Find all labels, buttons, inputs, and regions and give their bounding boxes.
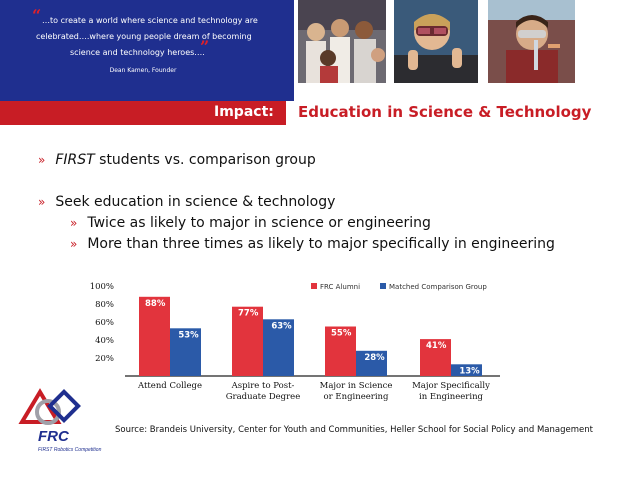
bar-frc-alumni <box>420 339 451 376</box>
subbullet-three-times: » More than three times as likely to majo… <box>70 236 555 252</box>
frc-logo-icon <box>18 388 81 425</box>
bar-value-label: 63% <box>271 321 292 331</box>
category-label: Major Specifically <box>412 381 490 391</box>
subbullet-twice-likely: » Twice as likely to major in science or … <box>70 215 431 231</box>
frc-logo-subtitle: FIRST Robotics Competition <box>38 447 102 453</box>
bullet-marker-icon: » <box>70 216 78 230</box>
bar-frc-alumni <box>232 306 263 376</box>
category-label: or Engineering <box>324 392 390 402</box>
bullet-text: Twice as likely to major in science or e… <box>87 215 431 231</box>
photo-goggles-student <box>394 0 478 83</box>
category-label: Major in Science <box>320 381 393 391</box>
category-label: Attend College <box>137 381 202 391</box>
y-tick-label: 100% <box>90 282 114 292</box>
quote-panel: “ …to create a world where science and t… <box>0 0 294 101</box>
bar-value-label: 41% <box>426 341 447 351</box>
legend-label: Matched Comparison Group <box>389 283 487 291</box>
y-tick-label: 40% <box>95 336 114 346</box>
bar-value-label: 77% <box>238 309 259 319</box>
impact-label: Impact: <box>214 104 274 120</box>
legend-swatch <box>380 283 386 289</box>
first-emphasis: FIRST <box>55 152 95 168</box>
y-tick-label: 80% <box>95 300 114 310</box>
photo-lab-student <box>488 0 575 83</box>
bullet-text: Seek education in science & technology <box>55 194 336 210</box>
open-quote-mark: “ <box>32 6 42 25</box>
bullet-marker-icon: » <box>38 153 46 167</box>
bullet-marker-icon: » <box>38 195 46 209</box>
quote-line-3: science and technology heroes…. <box>70 48 205 57</box>
bar-comparison-group <box>263 319 294 376</box>
bar-value-label: 55% <box>331 329 352 339</box>
bar-comparison-group <box>170 328 201 376</box>
bar-value-label: 53% <box>178 330 199 340</box>
quote-line-1: …to create a world where science and tec… <box>42 16 258 25</box>
legend-swatch <box>311 283 317 289</box>
bar-value-label: 13% <box>459 366 480 376</box>
bullet-text: More than three times as likely to major… <box>87 236 555 252</box>
quote-attribution: Dean Kamen, Founder <box>109 67 177 74</box>
title-bar-white-section <box>286 101 638 125</box>
bar-value-label: 88% <box>145 299 166 309</box>
bar-frc-alumni <box>325 326 356 376</box>
category-label: Aspire to Post- <box>231 381 295 391</box>
bullet-first-students: » FIRST students vs. comparison group <box>38 152 316 168</box>
bullet-text: students vs. comparison group <box>94 152 316 168</box>
bar-comparison-group <box>356 350 387 376</box>
quote-line-2: celebrated….where young people dream of … <box>36 32 252 41</box>
category-label: in Engineering <box>419 392 484 402</box>
frc-logo-text: FRC <box>38 428 69 445</box>
page-title: Education in Science & Technology <box>298 103 592 121</box>
y-tick-label: 20% <box>95 354 114 364</box>
source-citation: Source: Brandeis University, Center for … <box>115 425 593 435</box>
y-tick-label: 60% <box>95 318 114 328</box>
bar-comparison-group <box>451 364 482 376</box>
photo-students-group <box>298 0 386 83</box>
legend-label: FRC Alumni <box>320 283 360 291</box>
category-label: Graduate Degree <box>226 392 300 402</box>
bullet-seek-education: » Seek education in science & technology <box>38 194 335 210</box>
bar-value-label: 28% <box>364 353 385 363</box>
bullet-marker-icon: » <box>70 237 78 251</box>
close-quote-mark: ” <box>200 37 210 56</box>
bar-frc-alumni <box>139 296 170 376</box>
